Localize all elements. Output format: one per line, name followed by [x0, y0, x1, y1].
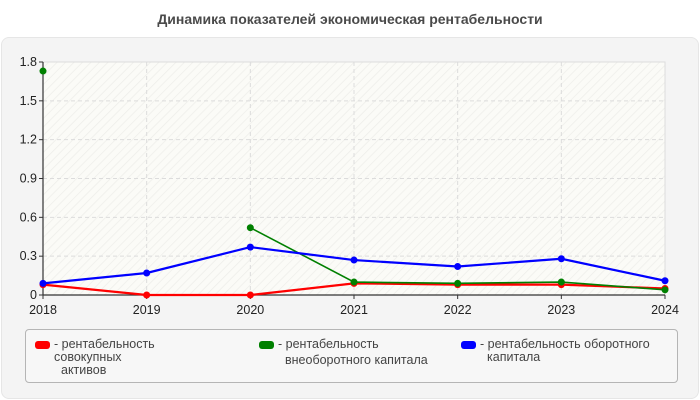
legend-swatch-green	[259, 341, 274, 349]
chart-title: Динамика показателей экономическая рента…	[157, 11, 543, 27]
x-tick-label: 2022	[444, 303, 472, 317]
x-tick-label: 2020	[236, 303, 264, 317]
data-point	[143, 269, 151, 277]
data-point	[39, 279, 47, 287]
data-point	[661, 277, 669, 285]
y-tick-label: 0	[30, 288, 37, 302]
axes: 0 0.3 0.6 0.9 1.2 1.5 1.8 2018 2019 2020 2021 2022 2…	[20, 55, 679, 317]
series-line	[39, 67, 669, 294]
y-tick-label: 0.9	[20, 172, 37, 186]
data-point	[39, 67, 47, 75]
y-tick-label: 1.2	[20, 133, 37, 147]
data-point	[246, 224, 254, 232]
legend-swatch-blue	[461, 341, 476, 349]
legend-label: - рентабельность оборотного	[480, 337, 650, 351]
data-point	[246, 291, 254, 299]
series-group	[39, 67, 669, 299]
grid-lines	[43, 61, 665, 295]
data-point	[143, 291, 151, 299]
x-tick-label: 2018	[29, 303, 57, 317]
legend-label: капитала	[487, 350, 541, 364]
legend-label: - рентабельность совокупных	[54, 337, 155, 364]
data-point	[661, 286, 669, 294]
legend-label: активов	[61, 363, 107, 377]
x-tick-label: 2023	[547, 303, 575, 317]
y-tick-label: 0.3	[20, 249, 37, 263]
data-point	[454, 263, 462, 271]
legend-item-total-assets: - рентабельность совокупных активов	[35, 338, 214, 377]
y-tick-label: 0.6	[20, 210, 37, 224]
series-line	[39, 243, 669, 287]
legend: - рентабельность совокупных активов - ре…	[25, 329, 678, 383]
legend-item-current-capital: - рентабельность оборотного капитала	[461, 338, 680, 364]
x-tick-label: 2019	[133, 303, 161, 317]
y-tick-label: 1.8	[20, 55, 37, 69]
legend-item-noncurrent-capital: - рентабельность внеоборотного капитала	[259, 338, 438, 367]
legend-label: внеоборотного капитала	[285, 353, 428, 367]
data-point	[350, 256, 358, 264]
data-point	[246, 243, 254, 251]
y-tick-label: 1.5	[20, 94, 37, 108]
legend-swatch-red	[35, 341, 50, 349]
data-point	[350, 278, 358, 286]
data-point	[454, 279, 462, 287]
line-chart: 0 0.3 0.6 0.9 1.2 1.5 1.8 2018 2019 2020 2021 2022 2…	[20, 55, 679, 317]
legend-label: - рентабельность	[278, 337, 379, 351]
data-point	[557, 255, 565, 263]
x-tick-label: 2024	[651, 303, 679, 317]
x-tick-label: 2021	[340, 303, 368, 317]
data-point	[557, 278, 565, 286]
